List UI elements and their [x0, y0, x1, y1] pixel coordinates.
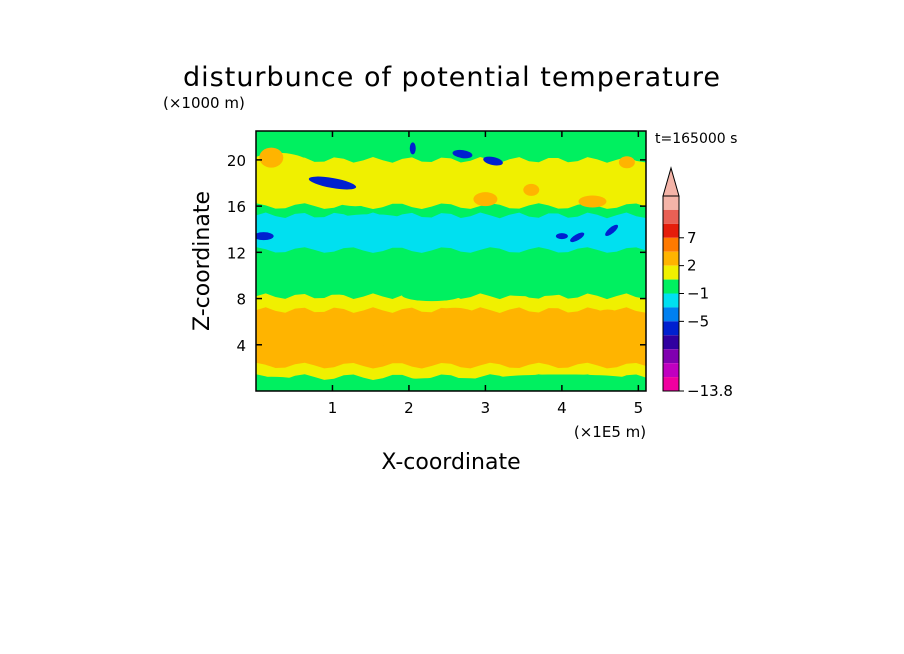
bottom-green-1: [387, 377, 508, 388]
y-axis-label: Z-coordinate: [190, 191, 215, 331]
upper-warm-0: [259, 147, 284, 168]
x-tick-label: 3: [481, 399, 491, 417]
plot-frame: [255, 130, 647, 392]
green-patch-0: [272, 274, 393, 295]
colorbar-swatch: [663, 377, 679, 391]
colorbar-tick-label: −13.8: [687, 382, 733, 400]
blue-streak-3: [483, 156, 503, 166]
upper-warm-2: [523, 183, 540, 196]
x-tick-label: 2: [404, 399, 414, 417]
blue-streak-7: [409, 142, 416, 155]
colorbar-swatch: [663, 349, 679, 364]
y-tick-label: 8: [236, 291, 246, 309]
colorbar-swatch: [663, 196, 679, 210]
colorbar-swatch: [663, 209, 679, 224]
colorbar-swatch: [663, 237, 679, 252]
y-unit-label: (×1000 m): [163, 94, 245, 112]
colorbar-tick-label: 2: [687, 257, 697, 275]
x-tick-label: 5: [634, 399, 644, 417]
colorbar-swatch: [663, 251, 679, 266]
warm-patch-3: [478, 323, 539, 355]
upper-warm-4: [618, 156, 635, 169]
y-tick-label: 20: [227, 152, 246, 170]
x-axis: 1 2 3 4 5: [328, 131, 643, 417]
colorbar-swatch: [663, 363, 679, 378]
time-label: t=165000 s: [655, 131, 737, 147]
blue-streak-0: [256, 232, 274, 241]
colorbar-swatch: [663, 307, 679, 322]
colorbar-tick-label: −1: [687, 285, 709, 303]
colorbar-swatch: [663, 223, 679, 238]
colorbar-tick-label: −5: [687, 312, 709, 330]
plot-area: [255, 130, 647, 392]
y-tick-label: 12: [227, 244, 246, 262]
upper-yellow-3: [544, 164, 625, 197]
y-tick-label: 4: [236, 337, 246, 355]
green-patch-1: [401, 289, 462, 302]
warm-patch-4: [585, 309, 630, 346]
colorbar-tick-label: 7: [687, 229, 697, 247]
warm-patch-5: [259, 342, 284, 367]
colorbar-swatch: [663, 293, 679, 308]
upper-yellow-2: [435, 174, 536, 203]
green-patch-2: [487, 282, 576, 297]
contour-field: [256, 142, 646, 388]
colorbar-arrow: [662, 166, 680, 197]
cyan-patch-0: [330, 214, 411, 231]
blue-streak-2: [452, 149, 473, 159]
chart-title: disturbunce of potential temperature: [183, 62, 721, 93]
blue-streak-5: [605, 224, 619, 237]
blue-streak-4: [570, 232, 585, 243]
colorbar: 7 2 −1 −5 −13.8: [662, 166, 733, 400]
blue-streak-6: [555, 233, 568, 240]
warm-patch-1: [325, 321, 386, 357]
x-axis-label: X-coordinate: [381, 450, 520, 475]
colorbar-swatch: [663, 279, 679, 294]
upper-warm-1: [473, 192, 498, 207]
bottom-green-0: [256, 376, 302, 387]
colorbar-swatch: [663, 321, 679, 336]
upper-warm-3: [578, 195, 607, 208]
colorbar-swatch: [663, 265, 679, 280]
colorbar-swatch: [663, 335, 679, 350]
warm-patch-2: [420, 307, 489, 352]
y-tick-label: 16: [227, 198, 246, 216]
cyan-patch-1: [425, 223, 546, 247]
blue-streak-1: [308, 176, 357, 190]
x-tick-label: 4: [557, 399, 567, 417]
bottom-green-2: [491, 374, 632, 385]
y-axis: 4 8 12 16 20: [227, 152, 646, 355]
x-tick-label: 1: [328, 399, 338, 417]
x-unit-label: (×1E5 m): [574, 423, 646, 441]
